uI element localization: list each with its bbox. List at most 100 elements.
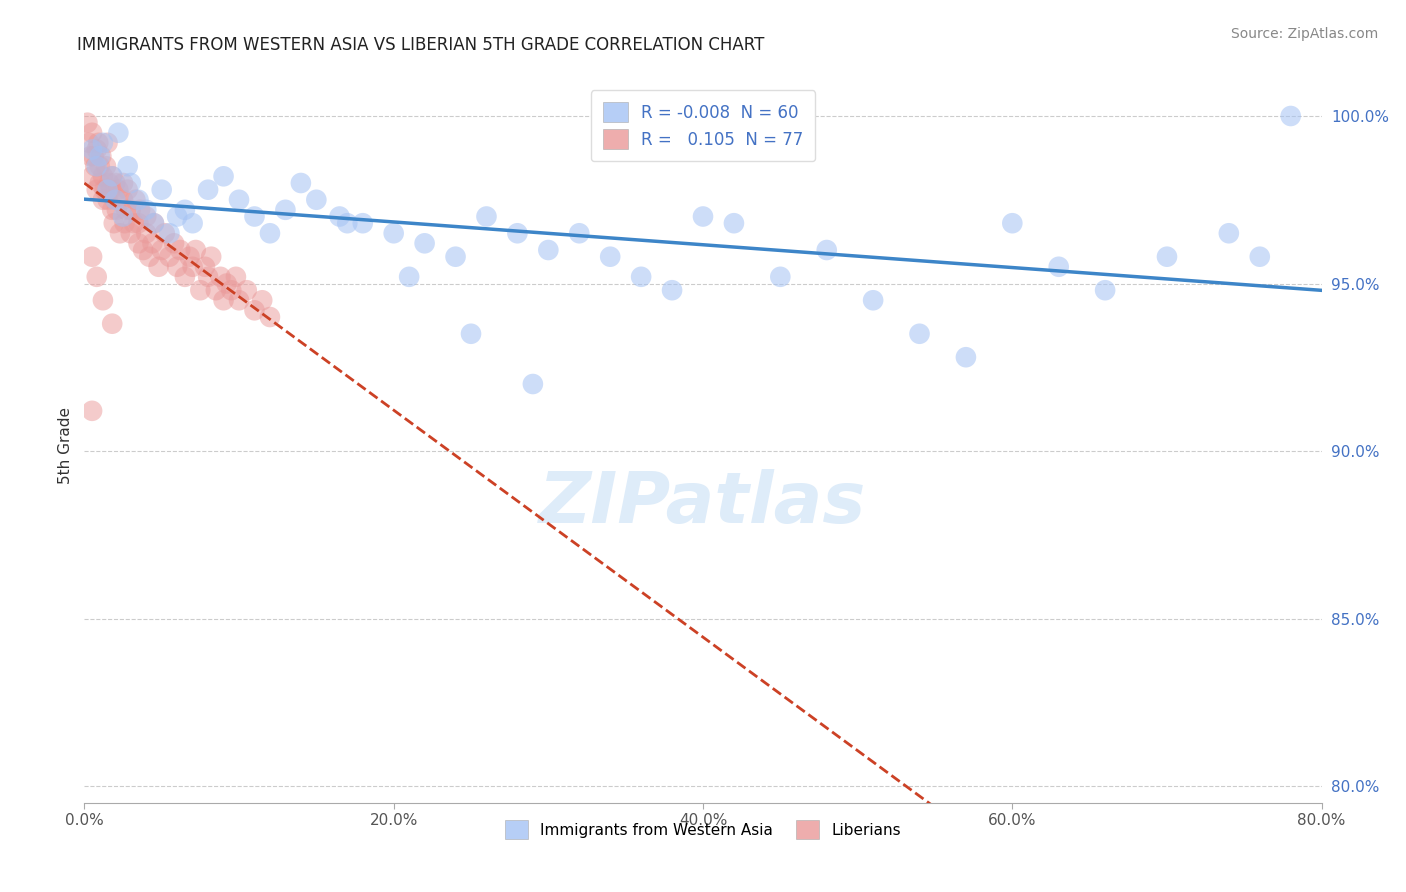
Point — [174, 269, 197, 284]
Point — [104, 176, 127, 190]
Point — [188, 283, 211, 297]
Point — [83, 149, 105, 163]
Point — [200, 250, 222, 264]
Point — [259, 227, 281, 241]
Point — [89, 159, 111, 173]
Point — [101, 317, 124, 331]
Point — [219, 283, 242, 297]
Point — [129, 202, 152, 217]
Point — [112, 176, 135, 190]
Point — [108, 227, 131, 241]
Point — [169, 243, 191, 257]
Point — [96, 136, 118, 150]
Point — [537, 243, 560, 257]
Point — [150, 243, 173, 257]
Point — [235, 283, 259, 297]
Point — [105, 202, 128, 217]
Point — [143, 216, 166, 230]
Point — [305, 193, 328, 207]
Point — [91, 193, 114, 207]
Point — [205, 283, 228, 297]
Point — [352, 216, 374, 230]
Point — [84, 159, 107, 173]
Point — [692, 210, 714, 224]
Point — [117, 183, 139, 197]
Point — [259, 310, 281, 324]
Point — [630, 269, 652, 284]
Point — [274, 202, 297, 217]
Point — [212, 169, 235, 184]
Point — [955, 350, 977, 364]
Point — [86, 183, 108, 197]
Point — [120, 176, 142, 190]
Point — [328, 210, 352, 224]
Point — [908, 326, 931, 341]
Point — [661, 283, 683, 297]
Point — [179, 250, 201, 264]
Point — [82, 169, 104, 184]
Point — [89, 149, 111, 163]
Point — [82, 250, 104, 264]
Point — [382, 227, 405, 241]
Point — [181, 216, 204, 230]
Point — [124, 193, 146, 207]
Point — [815, 243, 838, 257]
Point — [107, 126, 129, 140]
Point — [290, 176, 312, 190]
Point — [135, 202, 157, 217]
Point — [209, 269, 232, 284]
Point — [101, 169, 124, 184]
Point — [506, 227, 529, 241]
Point — [135, 210, 157, 224]
Point — [1094, 283, 1116, 297]
Point — [127, 216, 149, 230]
Point — [104, 193, 127, 207]
Point — [93, 183, 115, 197]
Point — [228, 193, 250, 207]
Point — [1279, 109, 1302, 123]
Point — [86, 159, 108, 173]
Point — [862, 293, 884, 308]
Point — [197, 269, 219, 284]
Point — [1218, 227, 1240, 241]
Point — [82, 126, 104, 140]
Point — [79, 149, 101, 163]
Text: Source: ZipAtlas.com: Source: ZipAtlas.com — [1230, 27, 1378, 41]
Point — [398, 269, 420, 284]
Point — [138, 250, 160, 264]
Point — [135, 227, 157, 241]
Point — [769, 269, 792, 284]
Point — [82, 143, 104, 157]
Point — [143, 216, 166, 230]
Point — [82, 404, 104, 418]
Point — [148, 260, 170, 274]
Point — [91, 136, 114, 150]
Point — [599, 250, 621, 264]
Point — [98, 176, 121, 190]
Point — [225, 269, 247, 284]
Point — [243, 303, 266, 318]
Point — [475, 210, 498, 224]
Point — [86, 143, 108, 157]
Point — [250, 293, 273, 308]
Point — [114, 216, 136, 230]
Point — [1156, 250, 1178, 264]
Point — [112, 210, 135, 224]
Point — [212, 293, 235, 308]
Point — [444, 250, 467, 264]
Point — [122, 216, 145, 230]
Point — [1001, 216, 1024, 230]
Point — [77, 136, 100, 150]
Point — [243, 210, 266, 224]
Legend: Immigrants from Western Asia, Liberians: Immigrants from Western Asia, Liberians — [499, 814, 907, 845]
Point — [413, 236, 436, 251]
Point — [127, 193, 149, 207]
Point — [90, 149, 112, 163]
Point — [96, 193, 118, 207]
Point — [89, 176, 111, 190]
Point — [103, 216, 125, 230]
Point — [1249, 250, 1271, 264]
Point — [166, 260, 188, 274]
Point — [132, 243, 155, 257]
Point — [107, 183, 129, 197]
